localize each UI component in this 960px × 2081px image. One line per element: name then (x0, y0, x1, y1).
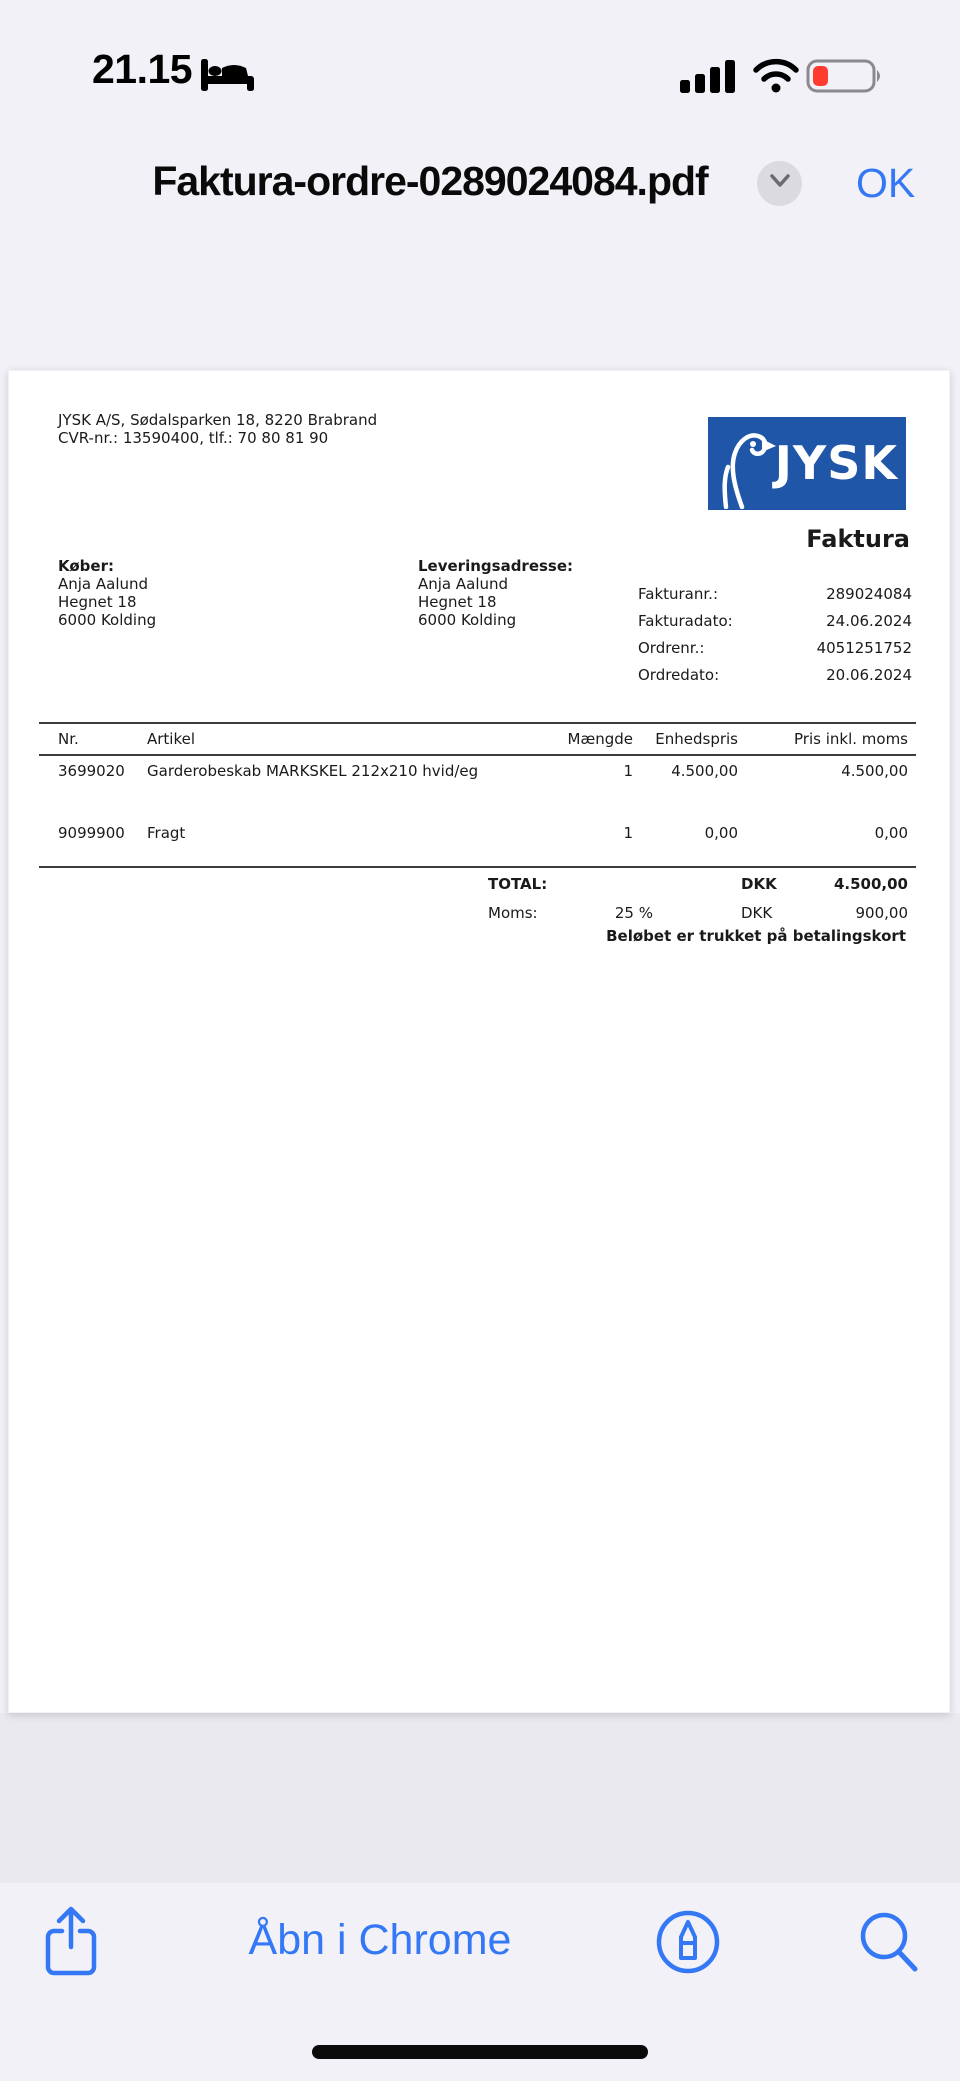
cell-maengde: 1 (623, 762, 633, 780)
home-indicator[interactable] (312, 2045, 648, 2059)
meta-value: 24.06.2024 (826, 612, 912, 630)
cell-nr: 9099900 (58, 824, 125, 842)
meta-label: Ordrenr.: (638, 639, 705, 657)
cell-nr: 3699020 (58, 762, 125, 780)
jysk-goose-icon (712, 419, 790, 513)
table-row: 3699020 Garderobeskab MARKSKEL 212x210 h… (9, 762, 951, 782)
vat-value: 900,00 (855, 904, 909, 922)
total-currency: DKK (741, 875, 777, 893)
table-top-rule (39, 722, 916, 724)
ok-button[interactable]: OK (856, 160, 916, 206)
document-filename: Faktura-ordre-0289024084.pdf (152, 158, 708, 204)
share-icon (44, 1905, 98, 1982)
vat-label: Moms: (488, 904, 538, 922)
col-header-artikel: Artikel (147, 730, 196, 748)
search-icon (857, 1909, 921, 1980)
cell-enhedspris: 0,00 (704, 824, 738, 842)
total-row: TOTAL: DKK 4.500,00 (9, 875, 951, 895)
invoice-meta-row: Fakturadato: 24.06.2024 (9, 612, 951, 632)
buyer-city: 6000 Kolding (58, 611, 157, 629)
wifi-icon (752, 58, 800, 99)
buyer-address: Køber: Anja Aalund Hegnet 18 6000 Koldin… (58, 557, 156, 629)
meta-value: 4051251752 (816, 639, 912, 657)
table-bottom-rule (39, 866, 916, 868)
sender-line1: JYSK A/S, Sødalsparken 18, 8220 Brabrand (58, 411, 378, 429)
table-row: 9099900 Fragt 1 0,00 0,00 (9, 824, 951, 844)
pdf-page: JYSK A/S, Sødalsparken 18, 8220 Brabrand… (8, 370, 950, 1713)
delivery-name: Anja Aalund (418, 575, 509, 593)
table-header-rule (39, 754, 916, 756)
invoice-meta-row: Ordrenr.: 4051251752 (9, 639, 951, 659)
buyer-label: Køber: (58, 557, 114, 575)
cell-artikel: Fragt (147, 824, 186, 842)
delivery-street: Hegnet 18 (418, 593, 497, 611)
invoice-meta-row: Ordredato: 20.06.2024 (9, 666, 951, 686)
share-button[interactable] (36, 1904, 106, 1982)
vat-rate: 25 % (614, 904, 653, 922)
total-value: 4.500,00 (833, 875, 908, 893)
cell-maengde: 1 (623, 824, 633, 842)
cellular-signal-icon (680, 58, 738, 99)
payment-note: Beløbet er trukket på betalingskort (606, 927, 906, 945)
bed-icon (200, 56, 254, 99)
col-header-maengde: Mængde (567, 730, 633, 748)
jysk-logo-text: JYSK (774, 435, 898, 490)
chevron-down-icon (768, 172, 792, 195)
battery-low-icon (806, 56, 886, 101)
markup-button[interactable] (652, 1908, 724, 1980)
total-label: TOTAL: (488, 875, 548, 893)
jysk-logo: JYSK (708, 417, 906, 510)
open-in-chrome-button[interactable]: Åbn i Chrome (248, 1916, 512, 1964)
vat-currency: DKK (741, 904, 773, 922)
table-header-row: Nr. Artikel Mængde Enhedspris Pris inkl.… (9, 730, 951, 750)
status-time: 21.15 (92, 46, 193, 92)
meta-label: Fakturadato: (638, 612, 733, 630)
col-header-pris: Pris inkl. moms (794, 730, 908, 748)
cell-enhedspris: 4.500,00 (671, 762, 738, 780)
sender-address: JYSK A/S, Sødalsparken 18, 8220 Brabrand… (58, 411, 377, 447)
meta-value: 20.06.2024 (826, 666, 912, 684)
meta-label: Ordredato: (638, 666, 720, 684)
cell-pris: 4.500,00 (841, 762, 908, 780)
filename-dropdown-button[interactable] (757, 161, 802, 206)
invoice-meta-row: Fakturanr.: 289024084 (9, 585, 951, 605)
buyer-street: Hegnet 18 (58, 593, 137, 611)
col-header-enhedspris: Enhedspris (655, 730, 738, 748)
meta-value: 289024084 (826, 585, 912, 603)
sender-line2: CVR-nr.: 13590400, tlf.: 70 80 81 90 (58, 429, 329, 447)
buyer-name: Anja Aalund (58, 575, 149, 593)
delivery-address: Leveringsadresse: Anja Aalund Hegnet 18 … (418, 557, 573, 629)
invoice-heading: Faktura (806, 525, 910, 553)
markup-pencil-icon (654, 1908, 722, 1981)
below-page-background (0, 1713, 960, 1883)
col-header-nr: Nr. (58, 730, 79, 748)
search-button[interactable] (854, 1908, 924, 1980)
meta-label: Fakturanr.: (638, 585, 718, 603)
vat-row: Moms: 25 % DKK 900,00 (9, 904, 951, 924)
cell-pris: 0,00 (874, 824, 908, 842)
cell-artikel: Garderobeskab MARKSKEL 212x210 hvid/eg (147, 762, 479, 780)
delivery-label: Leveringsadresse: (418, 557, 574, 575)
delivery-city: 6000 Kolding (418, 611, 517, 629)
